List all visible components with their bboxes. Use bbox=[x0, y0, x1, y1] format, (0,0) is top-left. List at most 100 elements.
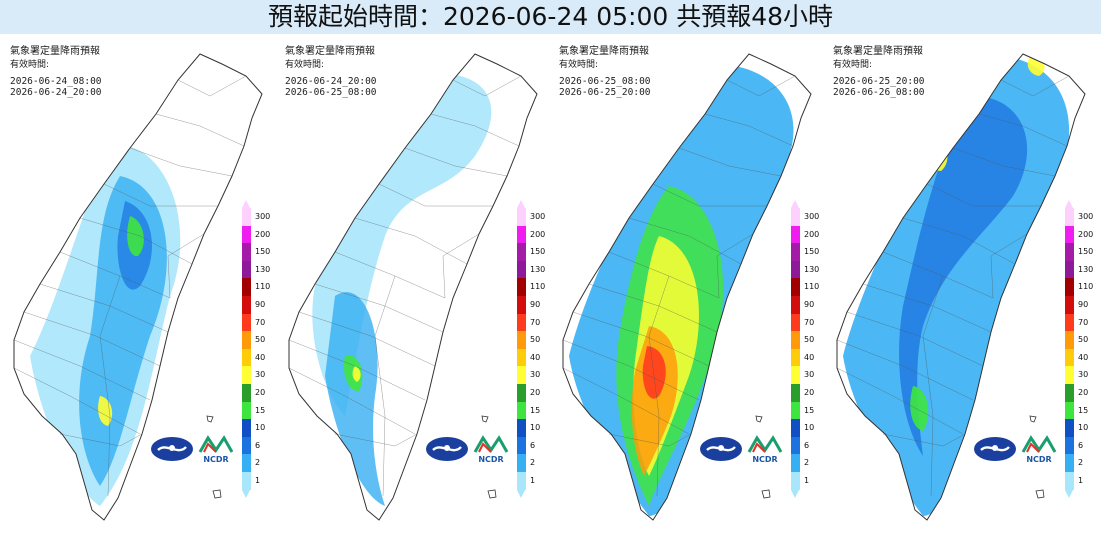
legend-label: 20 bbox=[530, 388, 541, 397]
green-island-shape bbox=[755, 408, 763, 423]
legend-swatch bbox=[1065, 419, 1074, 438]
legend-arrow-top bbox=[791, 200, 799, 208]
legend-label: 110 bbox=[804, 282, 820, 292]
legend-label: 1 bbox=[530, 476, 536, 485]
legend-swatch bbox=[791, 296, 800, 314]
valid-start-time: 2026-06-25_08:00 bbox=[559, 76, 651, 87]
legend-label: 70 bbox=[255, 317, 266, 327]
legend-arrow-bottom bbox=[791, 489, 799, 498]
legend-swatch bbox=[242, 331, 251, 350]
legend-label: 6 bbox=[530, 440, 536, 450]
legend-swatch bbox=[1065, 366, 1074, 385]
ncdr-logo-text: NCDR bbox=[752, 455, 778, 464]
ncdr-logo: NCDR bbox=[471, 434, 511, 464]
legend-swatch bbox=[517, 348, 526, 367]
legend-label: 6 bbox=[255, 440, 261, 450]
legend-label: 90 bbox=[1078, 300, 1089, 309]
legend-swatch bbox=[242, 313, 251, 332]
legend-label: 15 bbox=[530, 405, 541, 415]
forecast-panel-4: 氣象署定量降雨預報 有效時間: 2026-06-25_20:00 2026-06… bbox=[823, 36, 1095, 526]
legend-label: 1 bbox=[255, 476, 261, 485]
legend-arrow-bottom bbox=[517, 489, 525, 498]
valid-time-label: 有效時間: bbox=[10, 60, 50, 70]
legend-swatch bbox=[517, 331, 526, 350]
legend-label: 110 bbox=[255, 282, 271, 292]
legend-swatch bbox=[242, 348, 251, 367]
legend-swatch bbox=[1065, 296, 1074, 314]
legend-label: 150 bbox=[530, 247, 546, 257]
legend-label: 70 bbox=[804, 317, 815, 327]
rainfall-legend: 300 200 150 130 110 90 70 50 40 30 20 15 10 6 2 1 bbox=[517, 200, 547, 508]
forecast-panel-3: 氣象署定量降雨預報 有效時間: 2026-06-25_08:00 2026-06… bbox=[549, 36, 821, 526]
valid-time-label: 有效時間: bbox=[559, 60, 599, 70]
valid-end-time: 2026-06-24_20:00 bbox=[10, 87, 102, 98]
legend-swatch bbox=[242, 296, 251, 314]
legend-label: 50 bbox=[804, 335, 815, 345]
taiwan-rainfall-map bbox=[13, 53, 263, 521]
legend-swatch bbox=[517, 384, 526, 402]
legend-swatch bbox=[242, 472, 251, 490]
legend-swatch bbox=[791, 436, 800, 455]
forecast-header: 預報起始時間：2026-06-24 05:00 共預報48小時 bbox=[0, 0, 1101, 34]
legend-swatch bbox=[791, 225, 800, 244]
legend-swatch bbox=[242, 419, 251, 438]
legend-swatch bbox=[791, 454, 800, 473]
legend-swatch bbox=[517, 260, 526, 279]
taiwan-rainfall-map bbox=[288, 53, 538, 521]
orchid-island-shape bbox=[1035, 484, 1045, 499]
legend-label: 300 bbox=[804, 212, 820, 221]
legend-label: 10 bbox=[530, 423, 541, 433]
legend-label: 15 bbox=[804, 405, 815, 415]
legend-label: 130 bbox=[804, 264, 820, 274]
legend-label: 6 bbox=[804, 440, 810, 450]
legend-label: 15 bbox=[1078, 405, 1089, 415]
legend-label: 300 bbox=[255, 212, 271, 221]
ncdr-logo: NCDR bbox=[196, 434, 236, 464]
legend-label: 30 bbox=[255, 370, 266, 380]
panel-title: 氣象署定量降雨預報 bbox=[833, 46, 923, 57]
legend-swatch bbox=[242, 278, 251, 297]
valid-time-label: 有效時間: bbox=[833, 60, 873, 70]
legend-swatch bbox=[791, 401, 800, 420]
valid-start-time: 2026-06-24_08:00 bbox=[10, 76, 102, 87]
legend-swatch bbox=[791, 366, 800, 385]
ncdr-logo: NCDR bbox=[1019, 434, 1059, 464]
legend-label: 1 bbox=[804, 476, 810, 485]
legend-label: 300 bbox=[530, 212, 546, 221]
legend-label: 10 bbox=[1078, 423, 1089, 433]
legend-swatch bbox=[517, 225, 526, 244]
legend-label: 200 bbox=[530, 229, 546, 239]
valid-start-time: 2026-06-24_20:00 bbox=[285, 76, 377, 87]
legend-label: 10 bbox=[255, 423, 266, 433]
legend-label: 130 bbox=[1078, 264, 1094, 274]
legend-label: 50 bbox=[530, 335, 541, 345]
valid-end-time: 2026-06-25_20:00 bbox=[559, 87, 651, 98]
ncdr-logo: NCDR bbox=[745, 434, 785, 464]
orchid-island-shape bbox=[761, 484, 771, 499]
legend-label: 2 bbox=[1078, 458, 1084, 468]
legend-swatch bbox=[791, 260, 800, 279]
legend-arrow-bottom bbox=[1065, 489, 1073, 498]
legend-swatch bbox=[791, 278, 800, 297]
legend-arrow-top bbox=[242, 200, 250, 208]
legend-label: 20 bbox=[1078, 388, 1089, 397]
legend-label: 40 bbox=[1078, 352, 1089, 362]
legend-label: 130 bbox=[530, 264, 546, 274]
cwa-logo bbox=[425, 436, 469, 462]
legend-swatch bbox=[517, 296, 526, 314]
legend-swatch bbox=[242, 243, 251, 262]
legend-label: 1 bbox=[1078, 476, 1084, 485]
legend-label: 20 bbox=[804, 388, 815, 397]
panel-title: 氣象署定量降雨預報 bbox=[559, 46, 649, 57]
valid-time-label: 有效時間: bbox=[285, 60, 325, 70]
green-island-shape bbox=[206, 408, 214, 423]
legend-label: 50 bbox=[255, 335, 266, 345]
legend-swatch bbox=[517, 313, 526, 332]
legend-label: 40 bbox=[530, 352, 541, 362]
cwa-logo bbox=[973, 436, 1017, 462]
valid-end-time: 2026-06-25_08:00 bbox=[285, 87, 377, 98]
legend-swatch bbox=[1065, 454, 1074, 473]
legend-swatch bbox=[791, 348, 800, 367]
legend-label: 6 bbox=[1078, 440, 1084, 450]
cwa-logo bbox=[150, 436, 194, 462]
